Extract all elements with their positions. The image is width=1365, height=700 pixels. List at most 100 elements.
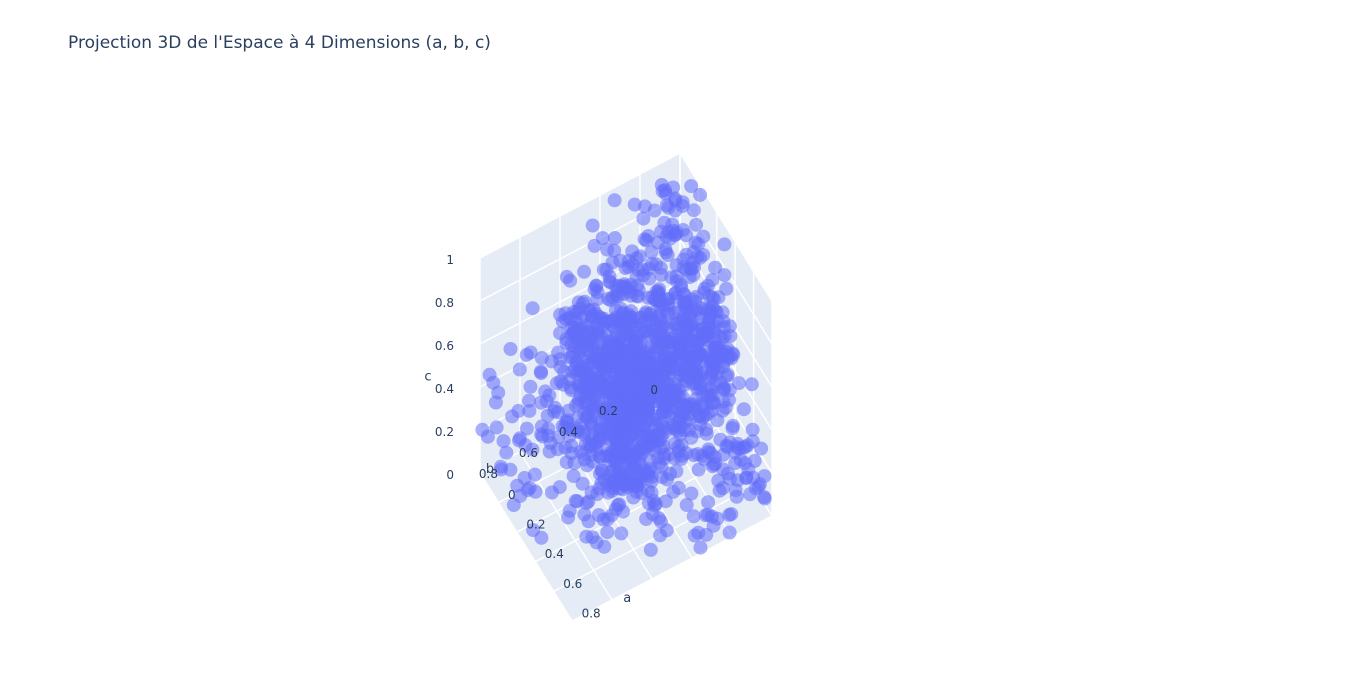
data-point[interactable] bbox=[559, 269, 574, 284]
data-point[interactable] bbox=[542, 444, 557, 459]
data-point[interactable] bbox=[631, 289, 646, 304]
data-point[interactable] bbox=[601, 291, 616, 306]
data-point[interactable] bbox=[679, 498, 694, 512]
data-point[interactable] bbox=[635, 442, 650, 457]
data-point[interactable] bbox=[589, 279, 604, 294]
data-point[interactable] bbox=[716, 462, 730, 477]
data-point[interactable] bbox=[607, 193, 622, 208]
data-point[interactable] bbox=[757, 490, 771, 504]
data-point[interactable] bbox=[722, 525, 737, 540]
data-point[interactable] bbox=[754, 441, 769, 456]
data-point[interactable] bbox=[633, 310, 648, 325]
data-point[interactable] bbox=[684, 179, 699, 194]
data-point[interactable] bbox=[503, 342, 518, 356]
data-point[interactable] bbox=[555, 419, 570, 434]
data-point[interactable] bbox=[710, 413, 725, 428]
data-point[interactable] bbox=[511, 403, 526, 418]
data-point[interactable] bbox=[607, 231, 622, 245]
data-point[interactable] bbox=[636, 268, 651, 283]
data-point[interactable] bbox=[620, 480, 635, 495]
data-point[interactable] bbox=[693, 187, 708, 202]
data-point[interactable] bbox=[488, 395, 503, 410]
data-point[interactable] bbox=[627, 197, 642, 212]
data-point[interactable] bbox=[596, 512, 611, 527]
data-point[interactable] bbox=[664, 270, 679, 285]
data-point[interactable] bbox=[635, 463, 650, 478]
data-point[interactable] bbox=[533, 364, 548, 379]
data-point[interactable] bbox=[644, 245, 659, 259]
data-point[interactable] bbox=[679, 247, 694, 262]
data-point[interactable] bbox=[581, 514, 596, 529]
data-point[interactable] bbox=[730, 440, 745, 455]
data-point[interactable] bbox=[693, 540, 708, 555]
data-point[interactable] bbox=[553, 326, 568, 341]
data-point[interactable] bbox=[745, 422, 760, 437]
data-point[interactable] bbox=[519, 347, 534, 362]
data-point[interactable] bbox=[671, 480, 686, 495]
data-point[interactable] bbox=[614, 526, 629, 541]
data-point[interactable] bbox=[527, 467, 542, 482]
data-point[interactable] bbox=[722, 392, 737, 407]
data-point[interactable] bbox=[644, 485, 659, 500]
data-point[interactable] bbox=[575, 476, 590, 491]
data-point[interactable] bbox=[544, 485, 559, 500]
data-point[interactable] bbox=[613, 253, 628, 268]
data-points[interactable] bbox=[475, 178, 772, 557]
data-point[interactable] bbox=[717, 268, 732, 283]
data-point[interactable] bbox=[736, 402, 751, 417]
data-point[interactable] bbox=[686, 203, 701, 218]
data-point[interactable] bbox=[534, 530, 549, 545]
data-point[interactable] bbox=[699, 426, 714, 441]
data-point[interactable] bbox=[626, 490, 641, 505]
data-point[interactable] bbox=[561, 403, 576, 418]
data-point[interactable] bbox=[528, 484, 543, 499]
data-point[interactable] bbox=[601, 485, 616, 500]
data-point[interactable] bbox=[712, 483, 727, 498]
data-point[interactable] bbox=[669, 225, 684, 240]
data-point[interactable] bbox=[717, 329, 732, 344]
data-point[interactable] bbox=[499, 445, 514, 460]
data-point[interactable] bbox=[660, 472, 675, 487]
data-point[interactable] bbox=[489, 420, 504, 435]
data-point[interactable] bbox=[600, 242, 615, 257]
data-point[interactable] bbox=[522, 393, 536, 408]
data-point[interactable] bbox=[570, 424, 585, 438]
data-point[interactable] bbox=[659, 198, 674, 213]
data-point[interactable] bbox=[525, 442, 540, 457]
data-point[interactable] bbox=[752, 477, 767, 492]
data-point[interactable] bbox=[562, 372, 577, 387]
data-point[interactable] bbox=[705, 459, 720, 474]
data-point[interactable] bbox=[652, 294, 667, 309]
data-point[interactable] bbox=[716, 447, 731, 462]
data-point[interactable] bbox=[561, 510, 576, 525]
data-point[interactable] bbox=[519, 421, 534, 436]
data-point[interactable] bbox=[675, 199, 690, 214]
data-point[interactable] bbox=[660, 248, 675, 262]
data-point[interactable] bbox=[522, 403, 537, 418]
data-point[interactable] bbox=[512, 362, 527, 377]
data-point[interactable] bbox=[711, 290, 726, 305]
data-point[interactable] bbox=[706, 395, 720, 410]
data-point[interactable] bbox=[743, 487, 757, 502]
data-point[interactable] bbox=[717, 237, 732, 252]
data-point[interactable] bbox=[496, 434, 511, 449]
data-point[interactable] bbox=[587, 238, 602, 253]
data-point[interactable] bbox=[686, 509, 701, 524]
data-point[interactable] bbox=[580, 458, 595, 473]
data-point[interactable] bbox=[684, 486, 699, 501]
data-point[interactable] bbox=[724, 507, 739, 522]
data-point[interactable] bbox=[639, 233, 654, 248]
data-point[interactable] bbox=[597, 539, 612, 554]
data-point[interactable] bbox=[639, 512, 654, 526]
data-point[interactable] bbox=[600, 525, 615, 540]
data-point[interactable] bbox=[643, 542, 658, 557]
data-point[interactable] bbox=[533, 395, 548, 410]
data-point[interactable] bbox=[704, 305, 719, 320]
data-point[interactable] bbox=[722, 471, 737, 486]
data-point[interactable] bbox=[647, 443, 662, 458]
data-point[interactable] bbox=[729, 489, 744, 504]
data-point[interactable] bbox=[620, 324, 635, 339]
data-point[interactable] bbox=[523, 379, 538, 394]
data-point[interactable] bbox=[585, 218, 600, 233]
data-point[interactable] bbox=[682, 270, 697, 284]
